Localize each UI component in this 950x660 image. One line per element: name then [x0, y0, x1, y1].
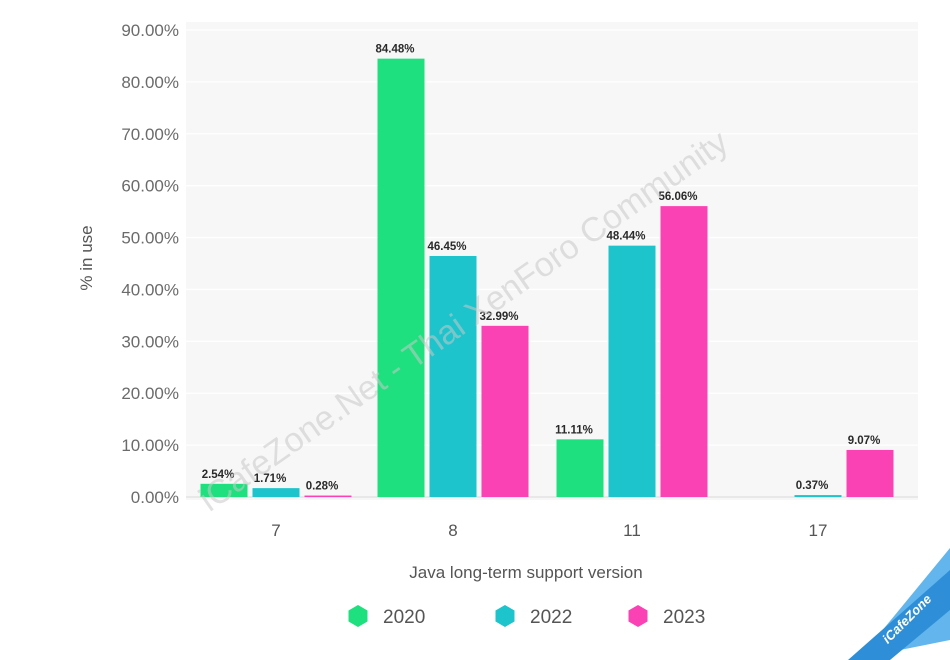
- bar-2022-v7: [252, 488, 300, 497]
- y-tick-label: 90.00%: [121, 21, 179, 40]
- y-tick-label: 50.00%: [121, 229, 179, 248]
- data-label: 0.37%: [796, 480, 829, 492]
- bar-2022-v11: [608, 245, 656, 497]
- data-label: 11.11%: [555, 424, 593, 436]
- y-tick-label: 40.00%: [121, 280, 179, 299]
- data-label: 0.28%: [306, 481, 339, 493]
- bar-2023-v7: [304, 495, 352, 498]
- data-labels: 2.54% 1.71% 0.28% 84.48% 46.45% 32.99% 11.11% 4…: [202, 44, 881, 493]
- x-tick-label: 7: [271, 521, 280, 540]
- corner-badge: iCafeZone: [848, 548, 950, 660]
- bars: [200, 58, 894, 498]
- data-label: 46.45%: [427, 241, 466, 253]
- bar-2023-v8: [481, 325, 529, 497]
- x-axis-title: Java long-term support version: [409, 563, 642, 582]
- data-label: 84.48%: [375, 44, 414, 56]
- bar-2020-v11: [556, 439, 604, 497]
- data-label: 2.54%: [202, 469, 235, 481]
- corner-ribbon: [850, 548, 950, 660]
- legend-label: 2022: [530, 607, 572, 628]
- x-tick-label: 8: [448, 521, 457, 540]
- y-tick-label: 10.00%: [121, 436, 179, 455]
- y-tick-label: 70.00%: [121, 125, 179, 144]
- bar-2022-v8: [429, 255, 477, 497]
- plot-background: [186, 22, 918, 500]
- y-tick-label: 30.00%: [121, 332, 179, 351]
- data-label: 48.44%: [606, 231, 645, 243]
- bar-2023-v17: [846, 449, 894, 497]
- x-axis-ticks: 7 8 11 17: [271, 521, 827, 540]
- gridlines: [186, 29, 918, 498]
- data-label: 9.07%: [848, 435, 881, 447]
- corner-ribbon-band: [848, 570, 950, 660]
- bar-2022-v17: [794, 495, 842, 497]
- data-label: 56.06%: [658, 191, 697, 203]
- legend: 2020 2022 2023: [348, 605, 705, 628]
- bar-2023-v11: [660, 206, 708, 497]
- y-tick-label: 60.00%: [121, 177, 179, 196]
- x-tick-label: 17: [809, 521, 828, 540]
- data-label: 32.99%: [479, 311, 518, 323]
- legend-label: 2023: [663, 607, 705, 628]
- bar-2020-v8: [377, 58, 425, 497]
- y-tick-label: 20.00%: [121, 384, 179, 403]
- y-axis-ticks: 0.00% 10.00% 20.00% 30.00% 40.00% 50.00% 60.00…: [121, 21, 179, 507]
- legend-marker-2020: [348, 605, 368, 627]
- x-tick-label: 11: [623, 521, 641, 540]
- y-axis-title: % in use: [77, 225, 96, 290]
- data-label: 1.71%: [254, 473, 287, 485]
- y-tick-label: 0.00%: [131, 488, 179, 507]
- legend-label: 2020: [383, 607, 425, 628]
- bar-2020-v7: [200, 483, 248, 497]
- legend-marker-2022: [495, 605, 515, 627]
- legend-marker-2023: [628, 605, 648, 627]
- y-tick-label: 80.00%: [121, 73, 179, 92]
